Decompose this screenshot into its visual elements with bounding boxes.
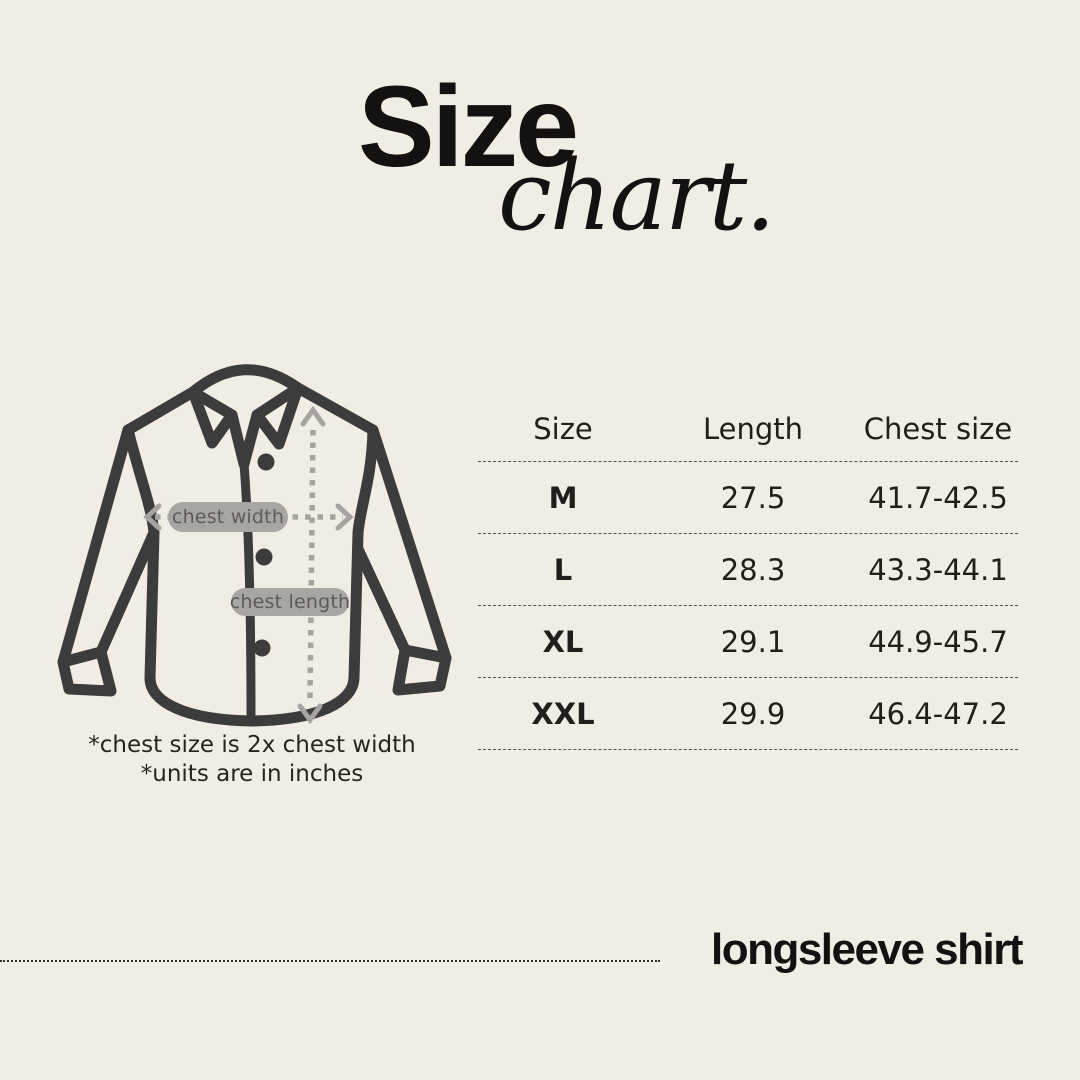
dotted-divider-line — [0, 960, 660, 962]
chest-length-label: chest length — [230, 588, 350, 616]
table-header-row: Size Length Chest size — [478, 396, 1018, 462]
size-table: Size Length Chest size M 27.5 41.7-42.5 … — [478, 396, 1018, 750]
table-row: M 27.5 41.7-42.5 — [478, 462, 1018, 534]
footnote-units: *units are in inches — [140, 761, 364, 787]
cell-length: 27.5 — [720, 480, 786, 515]
chest-length-arrow-icon — [297, 405, 326, 725]
longsleeve-shirt-icon — [57, 364, 452, 727]
product-label: longsleeve shirt — [710, 925, 1024, 974]
column-header-length: Length — [702, 411, 804, 446]
cell-length: 29.1 — [720, 624, 786, 659]
cell-size: M — [548, 480, 578, 515]
cell-chest: 44.9-45.7 — [868, 624, 1008, 659]
column-header-chest: Chest size — [863, 411, 1013, 446]
footnotes: *chest size is 2x chest width *units are… — [52, 731, 452, 789]
chest-width-label: chest width — [168, 502, 288, 532]
cell-size: XL — [542, 624, 584, 659]
table-row: L 28.3 43.3-44.1 — [478, 534, 1018, 606]
cell-length: 28.3 — [720, 552, 786, 587]
column-header-size: Size — [533, 411, 593, 446]
shirt-buttons-icon — [253, 453, 275, 657]
cell-size: XXL — [531, 696, 595, 731]
shirt-illustration: chest width chest length — [55, 348, 465, 728]
cell-chest: 46.4-47.2 — [868, 696, 1008, 731]
page-title: Size — [358, 63, 579, 191]
cell-size: L — [553, 552, 573, 587]
table-row: XL 29.1 44.9-45.7 — [478, 606, 1018, 678]
page-title-script: chart. — [498, 140, 776, 252]
cell-length: 29.9 — [720, 696, 786, 731]
cell-chest: 41.7-42.5 — [868, 480, 1008, 515]
chest-width-arrow-icon — [143, 503, 354, 531]
table-row: XXL 29.9 46.4-47.2 — [478, 678, 1018, 750]
cell-chest: 43.3-44.1 — [868, 552, 1008, 587]
footnote-chest-size: *chest size is 2x chest width — [88, 732, 416, 758]
